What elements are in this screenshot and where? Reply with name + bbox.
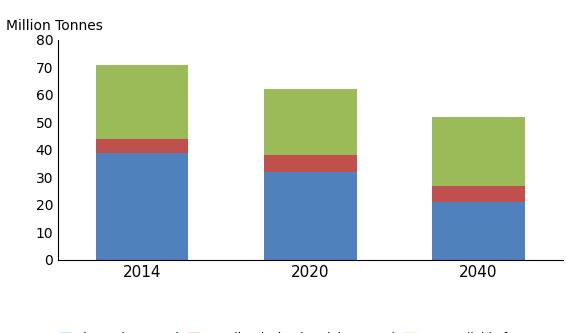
Bar — [96, 153, 188, 260]
Bar — [264, 89, 357, 155]
Bar — [432, 117, 525, 185]
Text: Million Tonnes: Million Tonnes — [6, 19, 103, 33]
Bar — [432, 202, 525, 260]
Bar — [432, 185, 525, 202]
Bar — [96, 139, 188, 153]
Bar — [96, 65, 188, 139]
Legend: Thermal Demand, Metallurgical/Industrial Demand, Net Available for Export: Thermal Demand, Metallurgical/Industrial… — [55, 327, 566, 333]
Bar — [264, 155, 357, 172]
Bar — [264, 172, 357, 260]
